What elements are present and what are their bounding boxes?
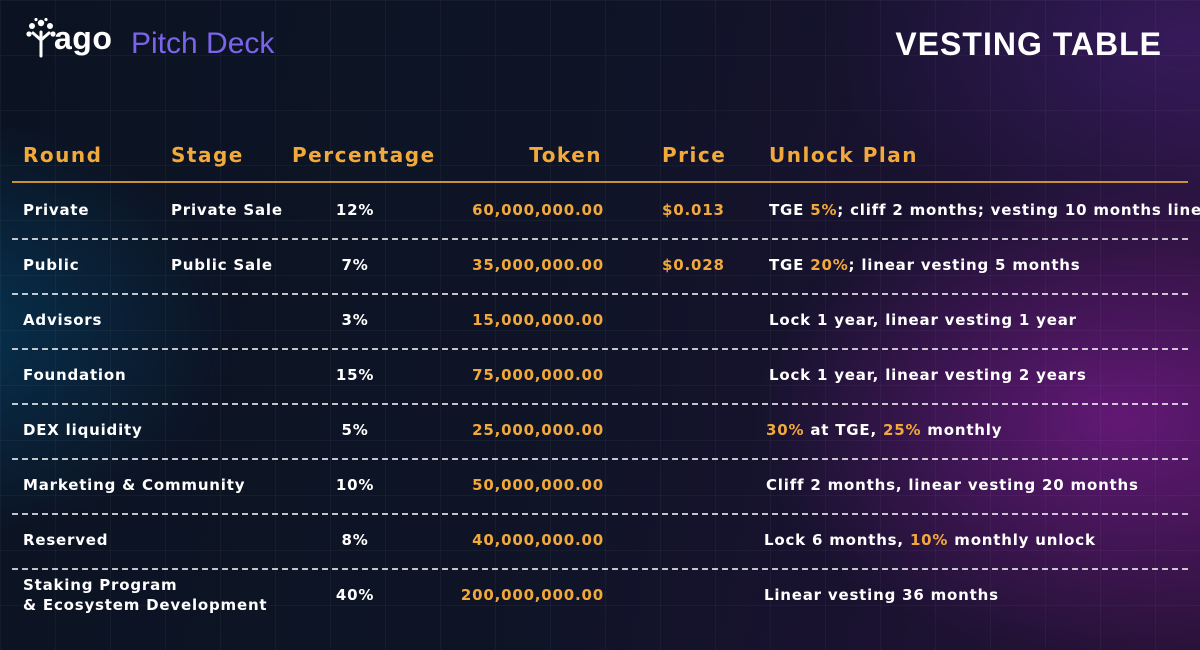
cell-round: Reserved xyxy=(23,531,109,549)
deck-label: Pitch Deck xyxy=(131,27,275,60)
table-row: Advisors 3% 15,000,000.00 Lock 1 year, line… xyxy=(12,293,1188,350)
unlock-plan-highlight: 5% xyxy=(810,201,838,219)
cell-token: 25,000,000.00 xyxy=(472,421,604,439)
header: ago Pitch Deck VESTING TABLE xyxy=(0,0,1200,100)
cell-round: Public xyxy=(23,256,80,274)
cell-price: $0.028 xyxy=(662,256,725,274)
unlock-plan-text: TGE xyxy=(769,256,811,274)
cell-round: Foundation xyxy=(23,366,127,384)
unlock-plan-highlight: 25% xyxy=(882,421,922,439)
cell-percentage: 8% xyxy=(341,531,369,549)
cell-price: $0.013 xyxy=(662,201,725,219)
cell-unlock-plan: Lock 6 months, 10% monthly unlock xyxy=(764,530,1096,550)
cell-round: DEX liquidity xyxy=(23,421,143,439)
cell-percentage: 12% xyxy=(335,201,375,219)
unlock-plan-text: Lock 1 year, linear vesting 1 year xyxy=(769,311,1077,329)
cell-stage: Public Sale xyxy=(171,256,273,274)
cell-round: Advisors xyxy=(23,311,103,329)
unlock-plan-text: Lock 6 months, xyxy=(764,531,910,549)
unlock-plan-text: monthly xyxy=(921,421,1003,439)
column-header-round: Round xyxy=(23,143,103,167)
page-title: VESTING TABLE xyxy=(895,26,1162,62)
logo: ago xyxy=(26,18,112,58)
cell-round: Staking Program xyxy=(23,576,178,594)
cell-round-line2: & Ecosystem Development xyxy=(23,596,268,614)
cell-unlock-plan: Lock 1 year, linear vesting 2 years xyxy=(769,365,1087,385)
column-header-price: Price xyxy=(662,143,727,167)
table-row: Foundation 15% 75,000,000.00 Lock 1 year, l… xyxy=(12,348,1188,405)
cell-percentage: 5% xyxy=(341,421,369,439)
cell-unlock-plan: Linear vesting 36 months xyxy=(764,585,999,605)
cell-unlock-plan: TGE 20%; linear vesting 5 months xyxy=(769,255,1081,275)
unlock-plan-text: ; linear vesting 5 months xyxy=(848,256,1081,274)
unlock-plan-text: at TGE, xyxy=(804,421,883,439)
column-header-token: Token xyxy=(529,143,602,167)
tree-icon xyxy=(26,18,56,58)
cell-unlock-plan: TGE 5%; cliff 2 months; vesting 10 month… xyxy=(769,200,1200,220)
header-divider xyxy=(12,181,1188,183)
column-header-stage: Stage xyxy=(171,143,244,167)
table-header: Round Stage Percentage Token Price Unloc… xyxy=(0,140,1200,170)
table-row: Public Public Sale 7% 35,000,000.00 $0.028 TG… xyxy=(12,238,1188,295)
unlock-plan-text: TGE xyxy=(769,201,811,219)
table-row: Marketing & Community 10% 50,000,000.00 Cli… xyxy=(12,458,1188,515)
cell-token: 15,000,000.00 xyxy=(472,311,604,329)
cell-token: 60,000,000.00 xyxy=(472,201,604,219)
cell-round: Private xyxy=(23,201,90,219)
unlock-plan-highlight: 20% xyxy=(810,256,849,274)
cell-percentage: 40% xyxy=(335,586,375,604)
unlock-plan-highlight: 10% xyxy=(909,531,949,549)
unlock-plan-text: Linear vesting 36 months xyxy=(764,586,999,604)
column-header-unlock-plan: Unlock Plan xyxy=(769,143,918,167)
logo-text: ago xyxy=(54,20,113,56)
unlock-plan-highlight: 30% xyxy=(766,421,805,439)
cell-round: Marketing & Community xyxy=(23,476,246,494)
cell-token: 35,000,000.00 xyxy=(472,256,604,274)
cell-token: 200,000,000.00 xyxy=(460,586,604,604)
table-row: DEX liquidity 5% 25,000,000.00 30% at TGE, … xyxy=(12,403,1188,460)
unlock-plan-text: ; cliff 2 months; vesting 10 months line… xyxy=(837,201,1200,219)
unlock-plan-text: Cliff 2 months, linear vesting 20 months xyxy=(766,476,1139,494)
cell-percentage: 7% xyxy=(341,256,369,274)
cell-token: 50,000,000.00 xyxy=(472,476,604,494)
cell-token: 75,000,000.00 xyxy=(472,366,604,384)
cell-unlock-plan: Lock 1 year, linear vesting 1 year xyxy=(769,310,1077,330)
unlock-plan-text: monthly unlock xyxy=(948,531,1096,549)
cell-stage: Private Sale xyxy=(171,201,283,219)
cell-unlock-plan: Cliff 2 months, linear vesting 20 months xyxy=(766,475,1139,495)
table-row: Staking Program & Ecosystem Development 40… xyxy=(12,568,1188,623)
cell-percentage: 10% xyxy=(335,476,375,494)
cell-percentage: 3% xyxy=(341,311,369,329)
unlock-plan-text: Lock 1 year, linear vesting 2 years xyxy=(769,366,1087,384)
cell-unlock-plan: 30% at TGE, 25% monthly xyxy=(766,420,1002,440)
cell-percentage: 15% xyxy=(335,366,375,384)
table-row: Reserved 8% 40,000,000.00 Lock 6 months, 10… xyxy=(12,513,1188,570)
column-header-percentage: Percentage xyxy=(292,143,436,167)
table-row: Private Private Sale 12% 60,000,000.00 $0.01… xyxy=(12,183,1200,240)
cell-token: 40,000,000.00 xyxy=(472,531,604,549)
